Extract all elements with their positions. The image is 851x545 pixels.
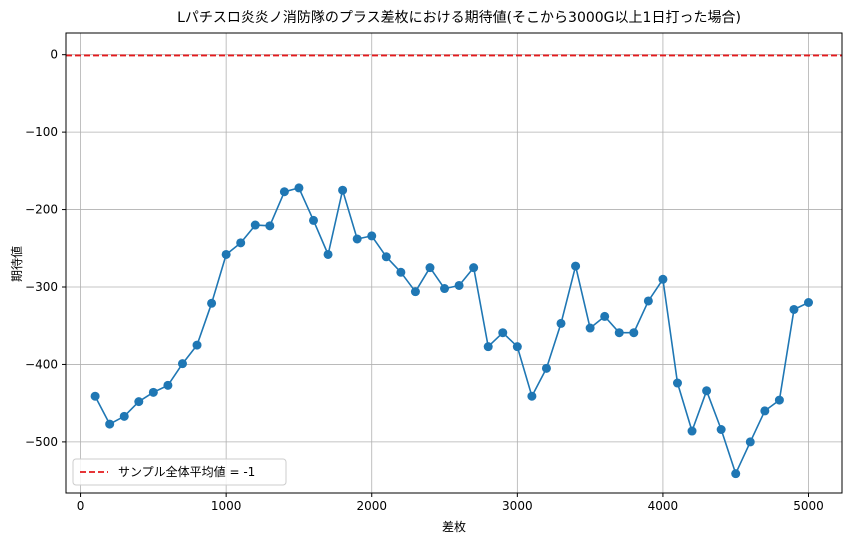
- data-point: [425, 263, 435, 273]
- data-point: [454, 280, 464, 290]
- data-point: [119, 411, 129, 421]
- y-tick-label: 0: [50, 48, 58, 62]
- data-point: [541, 363, 551, 373]
- data-point: [294, 183, 304, 193]
- x-tick-label: 5000: [793, 499, 824, 513]
- data-point: [396, 267, 406, 277]
- data-point: [789, 304, 799, 314]
- series-layer: [90, 183, 814, 479]
- data-point: [702, 386, 712, 396]
- y-tick-label: −500: [25, 435, 58, 449]
- x-tick-label: 2000: [356, 499, 387, 513]
- data-point: [600, 311, 610, 321]
- data-point: [745, 437, 755, 447]
- plot-frame: [65, 32, 843, 494]
- data-point: [804, 297, 814, 307]
- data-point: [672, 378, 682, 388]
- y-tick-label: −400: [25, 357, 58, 371]
- data-point: [410, 287, 420, 297]
- data-point: [352, 234, 362, 244]
- y-tick-label: −100: [25, 125, 58, 139]
- data-point: [760, 406, 770, 416]
- data-point: [192, 340, 202, 350]
- data-point: [207, 298, 217, 308]
- data-point: [90, 391, 100, 401]
- data-point: [774, 395, 784, 405]
- data-point: [643, 296, 653, 306]
- data-point: [498, 328, 508, 338]
- data-point: [381, 252, 391, 262]
- data-point: [134, 397, 144, 407]
- data-point: [279, 187, 289, 197]
- x-tick-label: 0: [77, 499, 85, 513]
- data-point: [323, 249, 333, 259]
- x-axis-label: 差枚: [442, 519, 466, 534]
- y-tick-label: −200: [25, 203, 58, 217]
- data-point: [716, 424, 726, 434]
- data-point: [527, 391, 537, 401]
- data-point: [556, 318, 566, 328]
- data-point: [163, 380, 173, 390]
- legend-box: [72, 458, 287, 486]
- data-point: [614, 328, 624, 338]
- data-point: [265, 221, 275, 231]
- data-point: [367, 231, 377, 241]
- data-point: [221, 249, 231, 259]
- data-point: [658, 274, 668, 284]
- data-point: [571, 261, 581, 271]
- chart-title: Lパチスロ炎炎ノ消防隊のプラス差枚における期待値(そこから3000G以上1日打っ…: [177, 9, 741, 26]
- y-tick-label: −300: [25, 280, 58, 294]
- data-point: [148, 387, 158, 397]
- data-point: [338, 185, 348, 195]
- data-point: [731, 469, 741, 479]
- data-point: [687, 426, 697, 436]
- data-point: [440, 284, 450, 294]
- y-axis-label: 期待値: [9, 246, 24, 282]
- legend: サンプル全体平均値 = -1: [72, 458, 287, 486]
- x-tick-label: 4000: [648, 499, 679, 513]
- data-point: [629, 328, 639, 338]
- data-point: [236, 238, 246, 248]
- data-point: [585, 323, 595, 333]
- legend-label: サンプル全体平均値 = -1: [118, 464, 255, 479]
- x-tick-label: 3000: [502, 499, 533, 513]
- data-point: [105, 419, 115, 429]
- x-tick-label: 1000: [211, 499, 242, 513]
- data-point: [309, 215, 319, 225]
- data-point: [469, 263, 479, 273]
- series-line: [94, 187, 809, 475]
- y-axis: 0 −100 −200 −300 −400 −500: [25, 48, 66, 449]
- data-point: [250, 220, 260, 230]
- data-point: [177, 359, 187, 369]
- data-point: [512, 342, 522, 352]
- data-point: [483, 342, 493, 352]
- x-axis: 0 1000 2000 3000 4000 5000: [77, 493, 824, 513]
